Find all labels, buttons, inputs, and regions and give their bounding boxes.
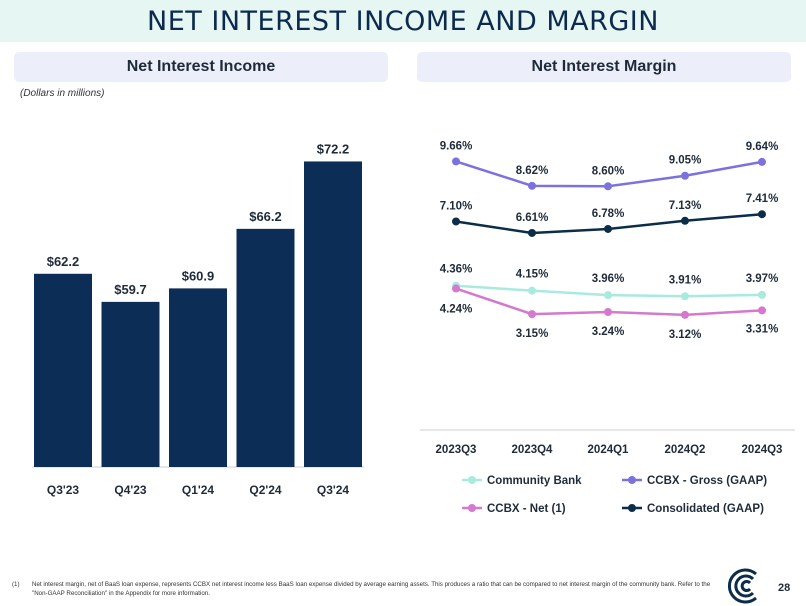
series-2-point-2 bbox=[604, 308, 612, 317]
series-0-label-3: 3.91% bbox=[669, 274, 702, 286]
series-1-point-2 bbox=[604, 182, 612, 191]
bar-category-label: Q2'24 bbox=[249, 483, 282, 497]
series-3-point-0 bbox=[452, 217, 460, 226]
series-0-point-3 bbox=[681, 292, 689, 301]
nii-bar-chart: $62.2 Q3'23 $59.7 Q4'23 $60.9 Q1'24 $66.2 Q2'24… bbox=[32, 141, 364, 497]
bar-0 bbox=[34, 273, 92, 467]
series-2-point-1 bbox=[528, 310, 536, 319]
page-number: 28 bbox=[778, 582, 791, 594]
bar-value-label: $60.9 bbox=[182, 268, 215, 283]
company-logo-icon bbox=[727, 568, 757, 604]
legend-label-0: Community Bank bbox=[487, 475, 582, 487]
series-3-point-4 bbox=[758, 210, 766, 219]
series-1-label-0: 9.66% bbox=[440, 140, 473, 152]
series-1-point-0 bbox=[452, 157, 460, 166]
series-2-point-0 bbox=[452, 284, 460, 293]
title-band bbox=[0, 0, 806, 42]
legend-swatch-dot-1 bbox=[628, 476, 636, 484]
legend-swatch-dot-3 bbox=[628, 504, 636, 512]
series-3-label-0: 7.10% bbox=[440, 200, 473, 212]
nii-header: Net Interest Income bbox=[14, 52, 388, 82]
units-note: (Dollars in millions) bbox=[20, 88, 105, 99]
footnote-text: Net interest margin, net of BaaS loan ex… bbox=[32, 581, 711, 597]
footnote-mark: (1) bbox=[12, 581, 20, 588]
series-3-point-3 bbox=[681, 216, 689, 225]
x-tick-label: 2023Q4 bbox=[512, 444, 554, 456]
series-1-point-1 bbox=[528, 181, 536, 190]
series-1-label-1: 8.62% bbox=[516, 165, 549, 177]
bar-1 bbox=[101, 301, 160, 467]
legend-swatch-dot-2 bbox=[468, 504, 476, 512]
series-3-label-3: 7.13% bbox=[669, 200, 702, 212]
series-2-label-2: 3.24% bbox=[592, 326, 625, 338]
nim-line-chart: 4.36% 4.15% 3.96% 3.91% 3.97% 9.66% 8.62% 8.60%… bbox=[420, 140, 795, 515]
series-3-point-1 bbox=[528, 228, 536, 237]
series-3-point-2 bbox=[604, 224, 612, 233]
series-2-label-0: 4.24% bbox=[440, 304, 473, 316]
x-tick-label: 2024Q2 bbox=[665, 444, 706, 456]
legend-label-2: CCBX - Net (1) bbox=[487, 503, 566, 515]
series-2-label-1: 3.15% bbox=[516, 328, 549, 340]
bar-category-label: Q4'23 bbox=[114, 483, 147, 497]
series-2-label-4: 3.31% bbox=[746, 323, 779, 335]
legend-label-1: CCBX - Gross (GAAP) bbox=[647, 475, 767, 487]
bar-value-label: $72.2 bbox=[317, 141, 350, 156]
bar-category-label: Q1'24 bbox=[182, 483, 215, 497]
bar-value-label: $66.2 bbox=[249, 209, 282, 224]
x-tick-label: 2023Q3 bbox=[436, 444, 477, 456]
bar-value-label: $62.2 bbox=[47, 254, 80, 269]
series-1-label-4: 9.64% bbox=[746, 141, 779, 153]
series-1-label-2: 8.60% bbox=[592, 165, 625, 177]
series-1-label-3: 9.05% bbox=[669, 155, 702, 167]
series-0-point-2 bbox=[604, 291, 612, 300]
series-0-point-1 bbox=[528, 286, 536, 295]
series-1-point-4 bbox=[758, 157, 766, 166]
series-2-label-3: 3.12% bbox=[669, 329, 702, 341]
bar-value-label: $59.7 bbox=[114, 282, 147, 297]
legend-swatch-dot-0 bbox=[468, 476, 476, 484]
series-0-label-4: 3.97% bbox=[746, 273, 779, 285]
series-0-label-0: 4.36% bbox=[440, 264, 473, 276]
series-1-point-3 bbox=[681, 171, 689, 180]
x-tick-label: 2024Q3 bbox=[742, 444, 783, 456]
series-0-point-4 bbox=[758, 290, 766, 299]
bar-category-label: Q3'24 bbox=[317, 483, 350, 497]
bar-category-label: Q3'23 bbox=[47, 483, 80, 497]
series-2-point-3 bbox=[681, 310, 689, 319]
series-0-label-1: 4.15% bbox=[516, 269, 549, 281]
bar-4 bbox=[304, 161, 362, 467]
series-3-label-2: 6.78% bbox=[592, 208, 625, 220]
bar-3 bbox=[236, 228, 295, 467]
legend-label-3: Consolidated (GAAP) bbox=[647, 503, 764, 515]
series-3-label-1: 6.61% bbox=[516, 212, 549, 224]
series-3-label-4: 7.41% bbox=[746, 193, 779, 205]
series-2-point-4 bbox=[758, 306, 766, 315]
x-tick-label: 2024Q1 bbox=[588, 444, 630, 456]
nim-header: Net Interest Margin bbox=[417, 52, 791, 82]
series-0-label-2: 3.96% bbox=[592, 273, 625, 285]
page-title: NET INTEREST INCOME AND MARGIN bbox=[147, 6, 659, 37]
bar-2 bbox=[169, 288, 227, 467]
